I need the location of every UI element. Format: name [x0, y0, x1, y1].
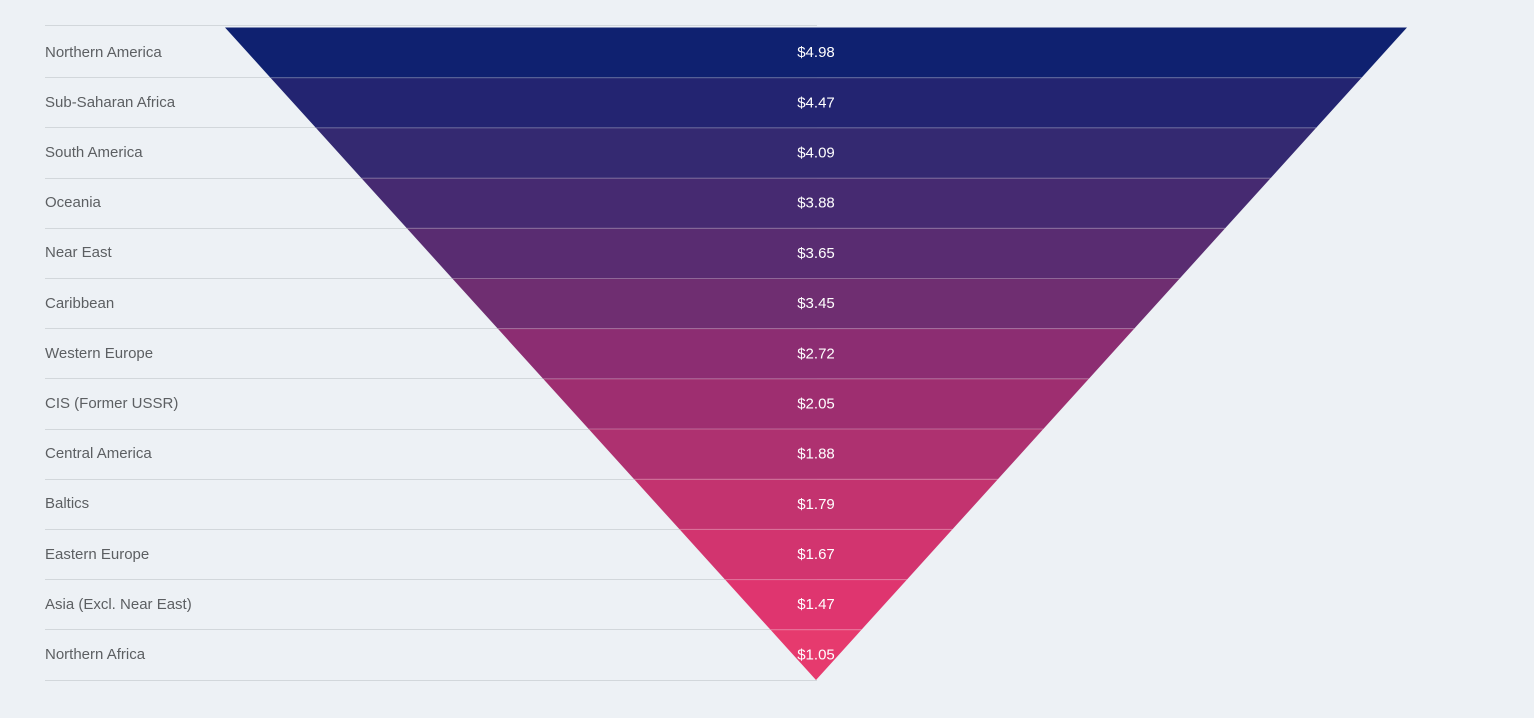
- funnel-segment[interactable]: [588, 429, 1044, 480]
- segment-value: $1.47: [797, 596, 835, 613]
- segment-value: $2.72: [797, 345, 835, 362]
- segment-value: $1.88: [797, 446, 835, 463]
- row-divider-line: [45, 378, 817, 380]
- funnel-segment[interactable]: [406, 228, 1226, 279]
- row-divider-line: [45, 679, 817, 681]
- segment-value: $3.65: [797, 245, 835, 262]
- funnel-segment[interactable]: [270, 77, 1362, 128]
- segment-value: $3.45: [797, 295, 835, 312]
- row-divider-line: [45, 277, 817, 279]
- funnel-segment[interactable]: [361, 178, 1271, 229]
- category-label: Near East: [45, 244, 112, 262]
- segment-value: $2.05: [797, 395, 835, 412]
- segment-value: $1.79: [797, 496, 835, 513]
- funnel-segment[interactable]: [225, 27, 1407, 78]
- category-label: Northern America: [45, 43, 162, 61]
- category-label: CIS (Former USSR): [45, 394, 179, 412]
- segment-value: $1.05: [797, 646, 835, 663]
- row-divider-line: [45, 328, 817, 330]
- category-label: Northern Africa: [45, 645, 146, 663]
- category-label: Western Europe: [45, 344, 154, 362]
- funnel-segment[interactable]: [315, 127, 1317, 179]
- funnel-segment[interactable]: [452, 278, 1180, 329]
- category-label: South America: [45, 143, 143, 161]
- category-label: Asia (Excl. Near East): [45, 595, 192, 613]
- funnel-segment[interactable]: [497, 328, 1135, 379]
- funnel-segment[interactable]: [543, 378, 1089, 430]
- category-label: Baltics: [45, 495, 90, 513]
- funnel-segment[interactable]: [679, 529, 953, 580]
- segment-value: $4.09: [797, 144, 835, 161]
- segment-value: $4.98: [797, 44, 835, 61]
- row-divider-line: [45, 629, 817, 631]
- category-label: Oceania: [45, 194, 101, 212]
- funnel-segment[interactable]: [725, 579, 907, 630]
- segment-value: $4.47: [797, 94, 835, 111]
- segment-value: $1.67: [797, 546, 835, 563]
- category-label: Sub-Saharan Africa: [45, 93, 176, 111]
- funnel-segment[interactable]: [634, 479, 998, 530]
- row-divider-line: [45, 478, 817, 480]
- funnel-segment[interactable]: [770, 629, 862, 680]
- row-divider-line: [45, 24, 817, 26]
- category-label: Eastern Europe: [45, 545, 150, 563]
- row-divider-line: [45, 528, 817, 530]
- row-divider-line: [45, 579, 817, 581]
- category-label: Central America: [45, 445, 152, 463]
- row-divider-line: [45, 428, 817, 430]
- segment-value: $3.88: [797, 195, 835, 212]
- category-label: Caribbean: [45, 294, 115, 312]
